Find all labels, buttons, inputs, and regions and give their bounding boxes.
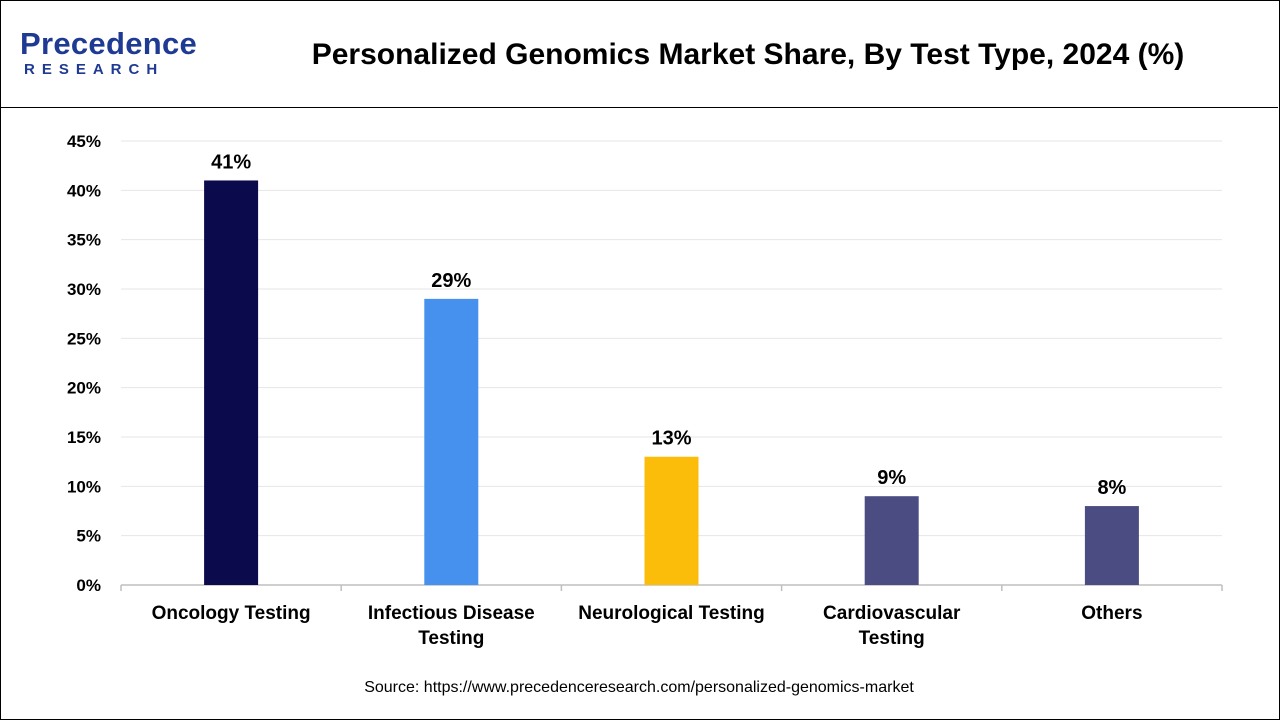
y-tick-label: 35% (67, 231, 101, 250)
bar (424, 298, 479, 585)
data-label: 9% (877, 467, 906, 489)
y-tick-label: 40% (67, 181, 101, 200)
x-tick-label: Others (1081, 603, 1142, 624)
data-label: 8% (1097, 477, 1126, 499)
bar (864, 496, 919, 585)
y-tick-label: 10% (67, 477, 101, 496)
logo-wordmark: Precedence (20, 26, 198, 61)
precedence-research-logo: Precedence RESEARCH (20, 26, 220, 86)
header: Precedence RESEARCH Personalized Genomic… (0, 0, 1278, 108)
x-tick-label: Oncology Testing (152, 603, 311, 624)
bar (644, 456, 699, 585)
bar (204, 180, 259, 585)
y-tick-label: 0% (76, 576, 101, 595)
y-tick-label: 45% (67, 132, 101, 151)
data-label: 41% (211, 151, 251, 173)
y-tick-label: 25% (67, 329, 101, 348)
x-tick-label: Testing (418, 628, 484, 649)
x-tick-label: Infectious Disease (368, 603, 535, 624)
source-note: Source: https://www.precedenceresearch.c… (364, 679, 914, 696)
y-tick-label: 20% (67, 379, 101, 398)
y-tick-label: 30% (67, 280, 101, 299)
data-label: 13% (651, 428, 691, 450)
x-tick-label: Testing (859, 628, 925, 649)
bar (1084, 506, 1139, 585)
bar-chart: 0% 5% 10% 15% 20% 25% 30% 35% 40% 45% 41% Oncology … (67, 132, 1223, 649)
y-tick-label: 5% (76, 527, 101, 546)
x-tick-label: Neurological Testing (578, 603, 765, 624)
chart-title: Personalized Genomics Market Share, By T… (311, 38, 1185, 71)
y-tick-label: 15% (67, 428, 101, 447)
x-tick-label: Cardiovascular (823, 603, 961, 624)
logo-subtitle: RESEARCH (24, 61, 165, 78)
data-label: 29% (431, 270, 471, 292)
